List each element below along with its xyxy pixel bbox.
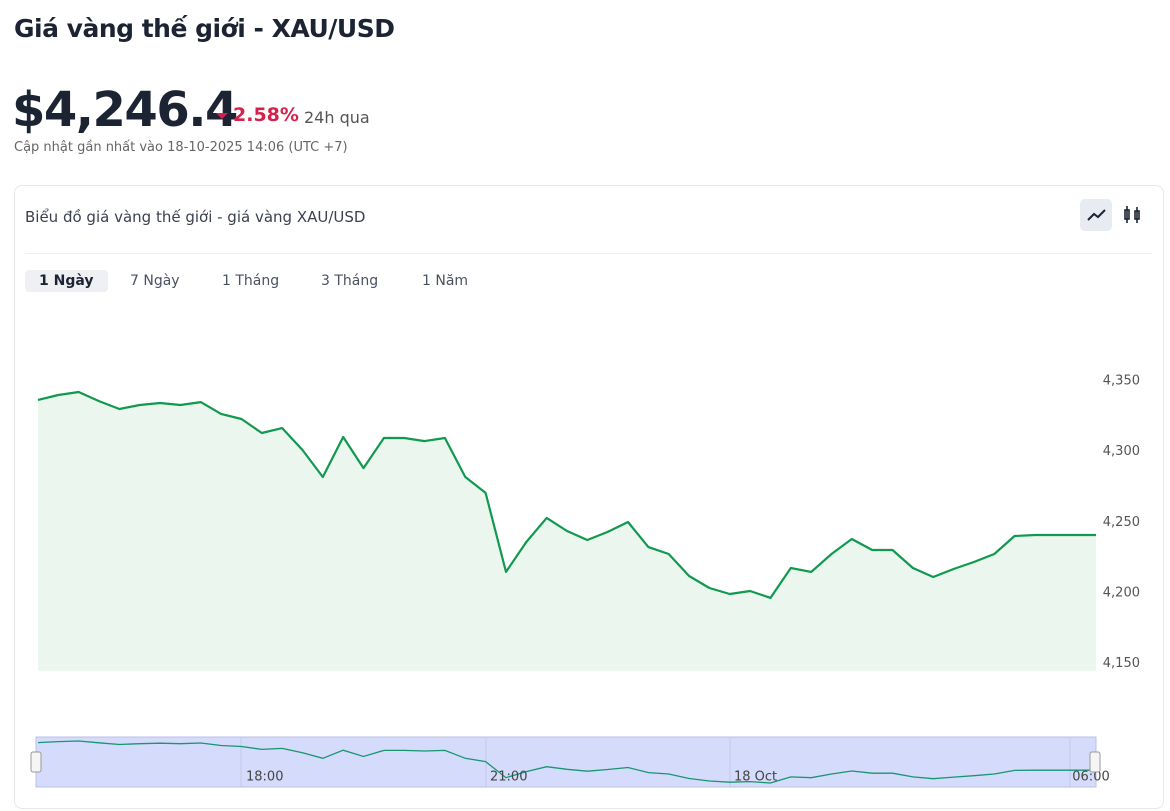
price-line [37, 390, 1096, 599]
navigator-handle [30, 751, 42, 773]
range-tab[interactable]: 3 Tháng [321, 273, 379, 289]
y-tick-label: 4,250 [1103, 515, 1140, 530]
navigator-handle [1089, 751, 1101, 773]
y-tick-label: 4,200 [1103, 585, 1140, 600]
navigator-label: 06:00 [1072, 770, 1109, 785]
range-tab[interactable]: 1 Ngày [25, 270, 108, 292]
divider [25, 253, 1152, 254]
range-tab[interactable]: 7 Ngày [130, 273, 180, 289]
navigator-label: 21:00 [490, 770, 527, 785]
card-title: Biểu đồ giá vàng thế giới - giá vàng XAU… [25, 208, 366, 226]
updated-time: Cập nhật gần nhất vào 18-10-2025 14:06 (… [14, 140, 348, 155]
change-period: 24h qua [304, 108, 370, 127]
y-tick-label: 4,300 [1103, 444, 1140, 459]
navigator-label: 18 Oct [734, 770, 777, 785]
y-tick-label: 4,150 [1103, 656, 1140, 671]
down-arrow [216, 113, 228, 119]
price-change: 2.58% [233, 104, 299, 126]
navigator-track [35, 736, 1097, 788]
line-chart-button[interactable] [1080, 199, 1112, 231]
navigator-line [37, 740, 1096, 784]
candle-chart-button[interactable] [1116, 199, 1148, 231]
navigator-label: 18:00 [246, 770, 283, 785]
price: $4,246.4 [12, 82, 238, 138]
page-title: Giá vàng thế giới - XAU/USD [14, 14, 395, 43]
y-tick-label: 4,350 [1103, 373, 1140, 388]
range-tab[interactable]: 1 Tháng [222, 273, 280, 289]
chart-card [14, 185, 1164, 809]
range-tab[interactable]: 1 Năm [422, 273, 469, 289]
